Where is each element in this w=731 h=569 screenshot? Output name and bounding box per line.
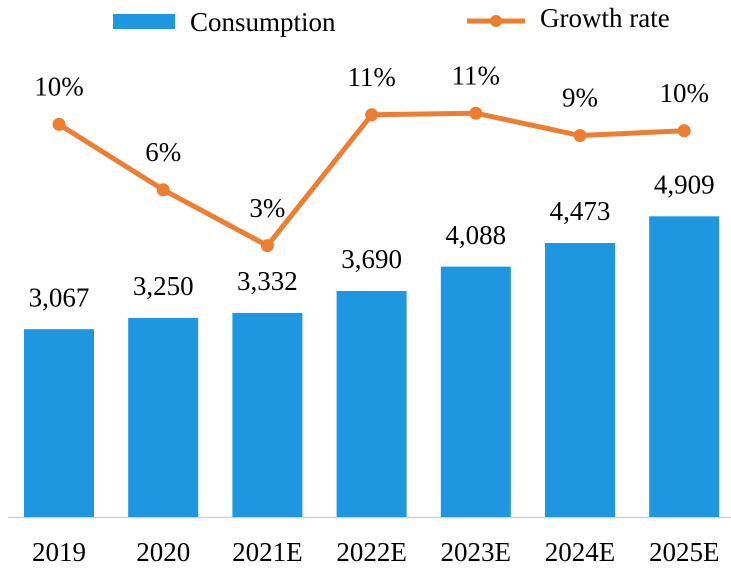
line-value-label: 10% bbox=[659, 78, 709, 108]
bar-value-label: 3,690 bbox=[341, 244, 402, 274]
line-value-label: 11% bbox=[347, 62, 396, 92]
bar bbox=[232, 312, 303, 517]
bar-value-label: 3,067 bbox=[29, 282, 90, 312]
line-point bbox=[156, 183, 170, 197]
bar-value-label: 3,250 bbox=[133, 271, 194, 301]
legend-marker bbox=[490, 15, 502, 27]
line-value-label: 10% bbox=[34, 72, 84, 102]
x-tick-label: 2021E bbox=[232, 537, 303, 567]
line-point bbox=[677, 124, 691, 138]
line-value-label: 9% bbox=[562, 83, 598, 113]
x-tick-label: 2023E bbox=[441, 537, 512, 567]
legend-swatch bbox=[113, 14, 175, 29]
line-point bbox=[52, 117, 66, 131]
line-point bbox=[573, 129, 587, 143]
line-point bbox=[469, 106, 483, 120]
x-tick-label: 2025E bbox=[649, 537, 720, 567]
bar bbox=[128, 317, 199, 517]
x-tick-label: 2022E bbox=[336, 537, 407, 567]
bar-value-label: 3,332 bbox=[237, 266, 298, 296]
bar-value-label: 4,909 bbox=[654, 170, 715, 200]
bar bbox=[336, 290, 407, 517]
legend-label: Consumption bbox=[190, 7, 336, 37]
bar bbox=[440, 266, 511, 517]
x-tick-label: 2024E bbox=[545, 537, 616, 567]
line-value-label: 3% bbox=[249, 193, 285, 223]
bar-value-label: 4,088 bbox=[445, 220, 506, 250]
line-point bbox=[260, 239, 274, 253]
bar bbox=[24, 329, 94, 517]
legend-label: Growth rate bbox=[540, 3, 670, 33]
line-value-label: 6% bbox=[145, 137, 181, 167]
line-point bbox=[365, 108, 379, 122]
line-value-label: 11% bbox=[452, 60, 501, 90]
bar bbox=[649, 216, 720, 518]
x-tick-label: 2019 bbox=[32, 537, 86, 567]
bar bbox=[545, 243, 615, 517]
bar-value-label: 4,473 bbox=[550, 196, 611, 226]
x-tick-label: 2020 bbox=[136, 537, 190, 567]
